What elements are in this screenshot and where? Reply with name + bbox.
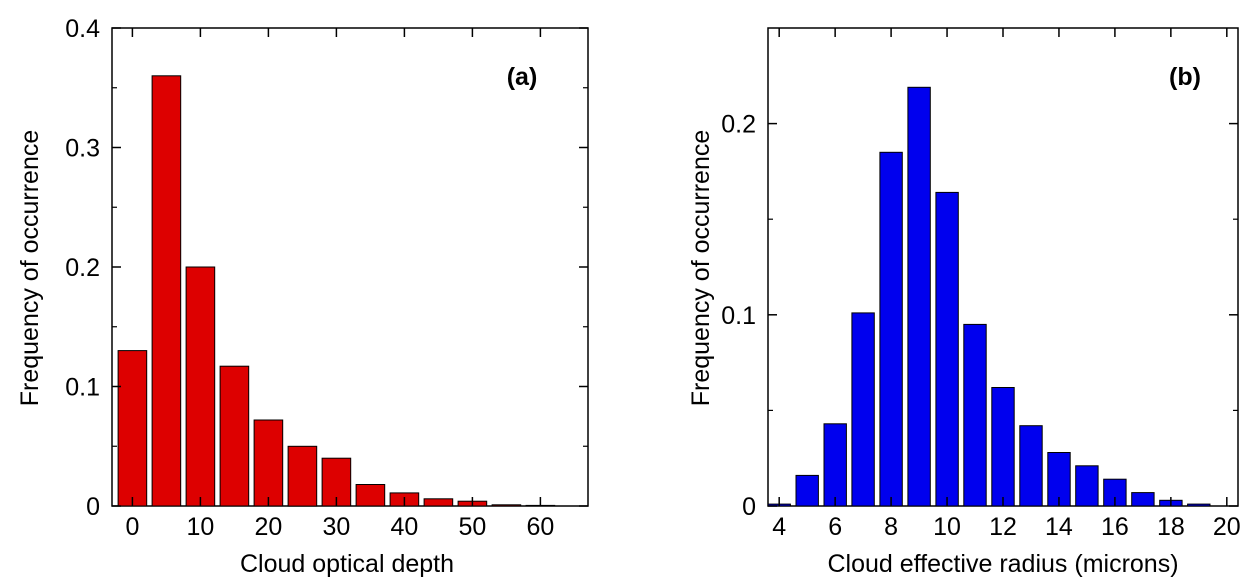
- y-axis-title-b: Frequency of occurrence: [687, 130, 715, 407]
- bar-a-25: [287, 445, 318, 507]
- ticks-b: 4 6 8 10 12 14 16 18 20 0 0.1 0.2: [721, 28, 1241, 541]
- x-tick-label-b-10: 10: [933, 513, 961, 541]
- bar-b-8: [879, 151, 903, 507]
- bar-a-0: [117, 350, 148, 507]
- y-tick-label-a-0: 0: [86, 493, 100, 521]
- x-tick-label-a-50: 50: [458, 513, 486, 541]
- x-tick-label-a-20: 20: [254, 513, 282, 541]
- bar-a-55: [491, 504, 522, 507]
- x-tick-label-b-20: 20: [1213, 513, 1241, 541]
- panel-label-a: (a): [507, 63, 538, 91]
- x-axis-title-b: Cloud effective radius (microns): [827, 550, 1178, 578]
- bar-a-5: [151, 75, 182, 507]
- x-tick-label-b-12: 12: [989, 513, 1017, 541]
- bar-b-9: [907, 86, 931, 507]
- bar-b-15: [1075, 465, 1099, 507]
- bar-b-19: [1187, 503, 1211, 507]
- x-axis-title-a: Cloud optical depth: [240, 550, 454, 578]
- x-tick-label-b-16: 16: [1101, 513, 1129, 541]
- chart-panel-b: 4 6 8 10 12 14 16 18 20 0 0.1 0.2 (b) Cloud effecti…: [687, 27, 1241, 578]
- bar-b-7: [851, 312, 875, 507]
- y-tick-label-b-0.2: 0.2: [721, 111, 756, 139]
- x-tick-label-a-30: 30: [322, 513, 350, 541]
- bar-b-11: [963, 323, 987, 507]
- bars-b: [767, 86, 1211, 507]
- bar-a-15: [219, 365, 250, 507]
- bars-a: [117, 75, 556, 507]
- y-tick-label-b-0: 0: [742, 493, 756, 521]
- bar-b-10: [935, 191, 959, 507]
- y-tick-label-a-0.4: 0.4: [65, 15, 100, 43]
- y-axis-title-a: Frequency of occurrence: [16, 130, 44, 407]
- bar-b-5: [795, 474, 819, 507]
- bar-a-45: [423, 498, 454, 507]
- bar-b-6: [823, 423, 847, 507]
- bar-a-20: [253, 419, 284, 507]
- x-tick-label-a-60: 60: [526, 513, 554, 541]
- x-tick-label-a-0: 0: [125, 513, 139, 541]
- bar-a-35: [355, 484, 386, 507]
- panel-label-b: (b): [1169, 63, 1201, 91]
- x-tick-label-a-40: 40: [390, 513, 418, 541]
- x-tick-label-a-10: 10: [186, 513, 214, 541]
- plot-frame-a: [111, 27, 589, 507]
- x-tick-label-b-8: 8: [884, 513, 898, 541]
- bar-b-12: [991, 387, 1015, 507]
- x-tick-label-b-4: 4: [772, 513, 786, 541]
- chart-panel-a: 0 10 20 30 40 50 60 0 0.1 0.2 0.3 0.4 (a) Cloud opt…: [16, 15, 589, 578]
- y-tick-label-a-0.1: 0.1: [65, 374, 100, 402]
- ticks-a: 0 10 20 30 40 50 60 0 0.1 0.2 0.3 0.4: [65, 15, 588, 541]
- y-tick-label-b-0.1: 0.1: [721, 302, 756, 330]
- x-tick-label-b-6: 6: [828, 513, 842, 541]
- y-tick-label-a-0.2: 0.2: [65, 254, 100, 282]
- y-tick-label-a-0.3: 0.3: [65, 135, 100, 163]
- bar-a-10: [185, 266, 216, 507]
- bar-b-13: [1019, 425, 1043, 507]
- x-tick-label-b-18: 18: [1157, 513, 1185, 541]
- x-tick-label-b-14: 14: [1045, 513, 1073, 541]
- bar-b-17: [1131, 492, 1155, 507]
